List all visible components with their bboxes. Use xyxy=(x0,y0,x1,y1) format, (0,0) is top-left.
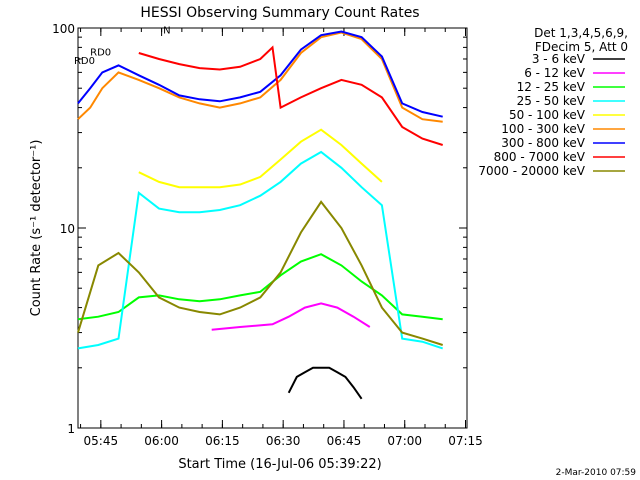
x-tick-label: 06:15 xyxy=(205,434,240,448)
series-line-2 xyxy=(211,302,371,331)
y-axis-label: Count Rate (s⁻¹ detector⁻¹) xyxy=(29,140,44,317)
legend-label-7: 300 - 800 keV xyxy=(501,136,585,150)
legend-label-5: 50 - 100 keV xyxy=(509,108,586,122)
legend-header-line-2: FDecim 5, Att 0 xyxy=(535,40,628,54)
x-axis-label: Start Time (16-Jul-06 05:39:22) xyxy=(178,457,381,472)
y-tick-label: 100 xyxy=(52,22,75,36)
series-line-6 xyxy=(77,31,443,123)
y-tick-label: 1 xyxy=(67,422,75,436)
footer-timestamp: 2-Mar-2010 07:59 xyxy=(556,468,637,478)
x-tick-label: 06:45 xyxy=(327,434,362,448)
annotation-1: RD0 xyxy=(90,47,111,58)
x-tick-label: 05:45 xyxy=(84,434,119,448)
legend-label-1: 3 - 6 keV xyxy=(532,52,586,66)
legend-label-6: 100 - 300 keV xyxy=(501,122,585,136)
legend-label-2: 6 - 12 keV xyxy=(524,66,586,80)
legend-label-8: 800 - 7000 keV xyxy=(494,150,586,164)
legend-label-4: 25 - 50 keV xyxy=(517,94,586,108)
series-line-4 xyxy=(77,150,444,350)
series-line-1 xyxy=(287,366,363,400)
x-tick-label: 06:00 xyxy=(144,434,179,448)
annotation-2: N xyxy=(163,25,170,36)
series-line-9 xyxy=(77,200,444,346)
x-tick-label: 06:30 xyxy=(266,434,301,448)
y-tick-label: 10 xyxy=(60,222,75,236)
chart-title: HESSI Observing Summary Count Rates xyxy=(140,5,419,21)
series-line-5 xyxy=(138,128,383,189)
series-line-8 xyxy=(138,45,444,146)
series-line-7 xyxy=(77,30,443,118)
series-line-3 xyxy=(77,253,443,321)
legend-header-line-1: Det 1,3,4,5,6,9, xyxy=(534,26,628,40)
x-tick-label: 07:15 xyxy=(448,434,483,448)
plot-area: 1 10 100 05:45 06:00 06:15 06:30 06:45 07:00 07:1… xyxy=(52,22,483,448)
annotation-3: RD0 xyxy=(74,56,95,67)
legend-label-9: 7000 - 20000 keV xyxy=(478,164,585,178)
legend-label-3: 12 - 25 keV xyxy=(517,80,586,94)
x-tick-label: 07:00 xyxy=(387,434,422,448)
